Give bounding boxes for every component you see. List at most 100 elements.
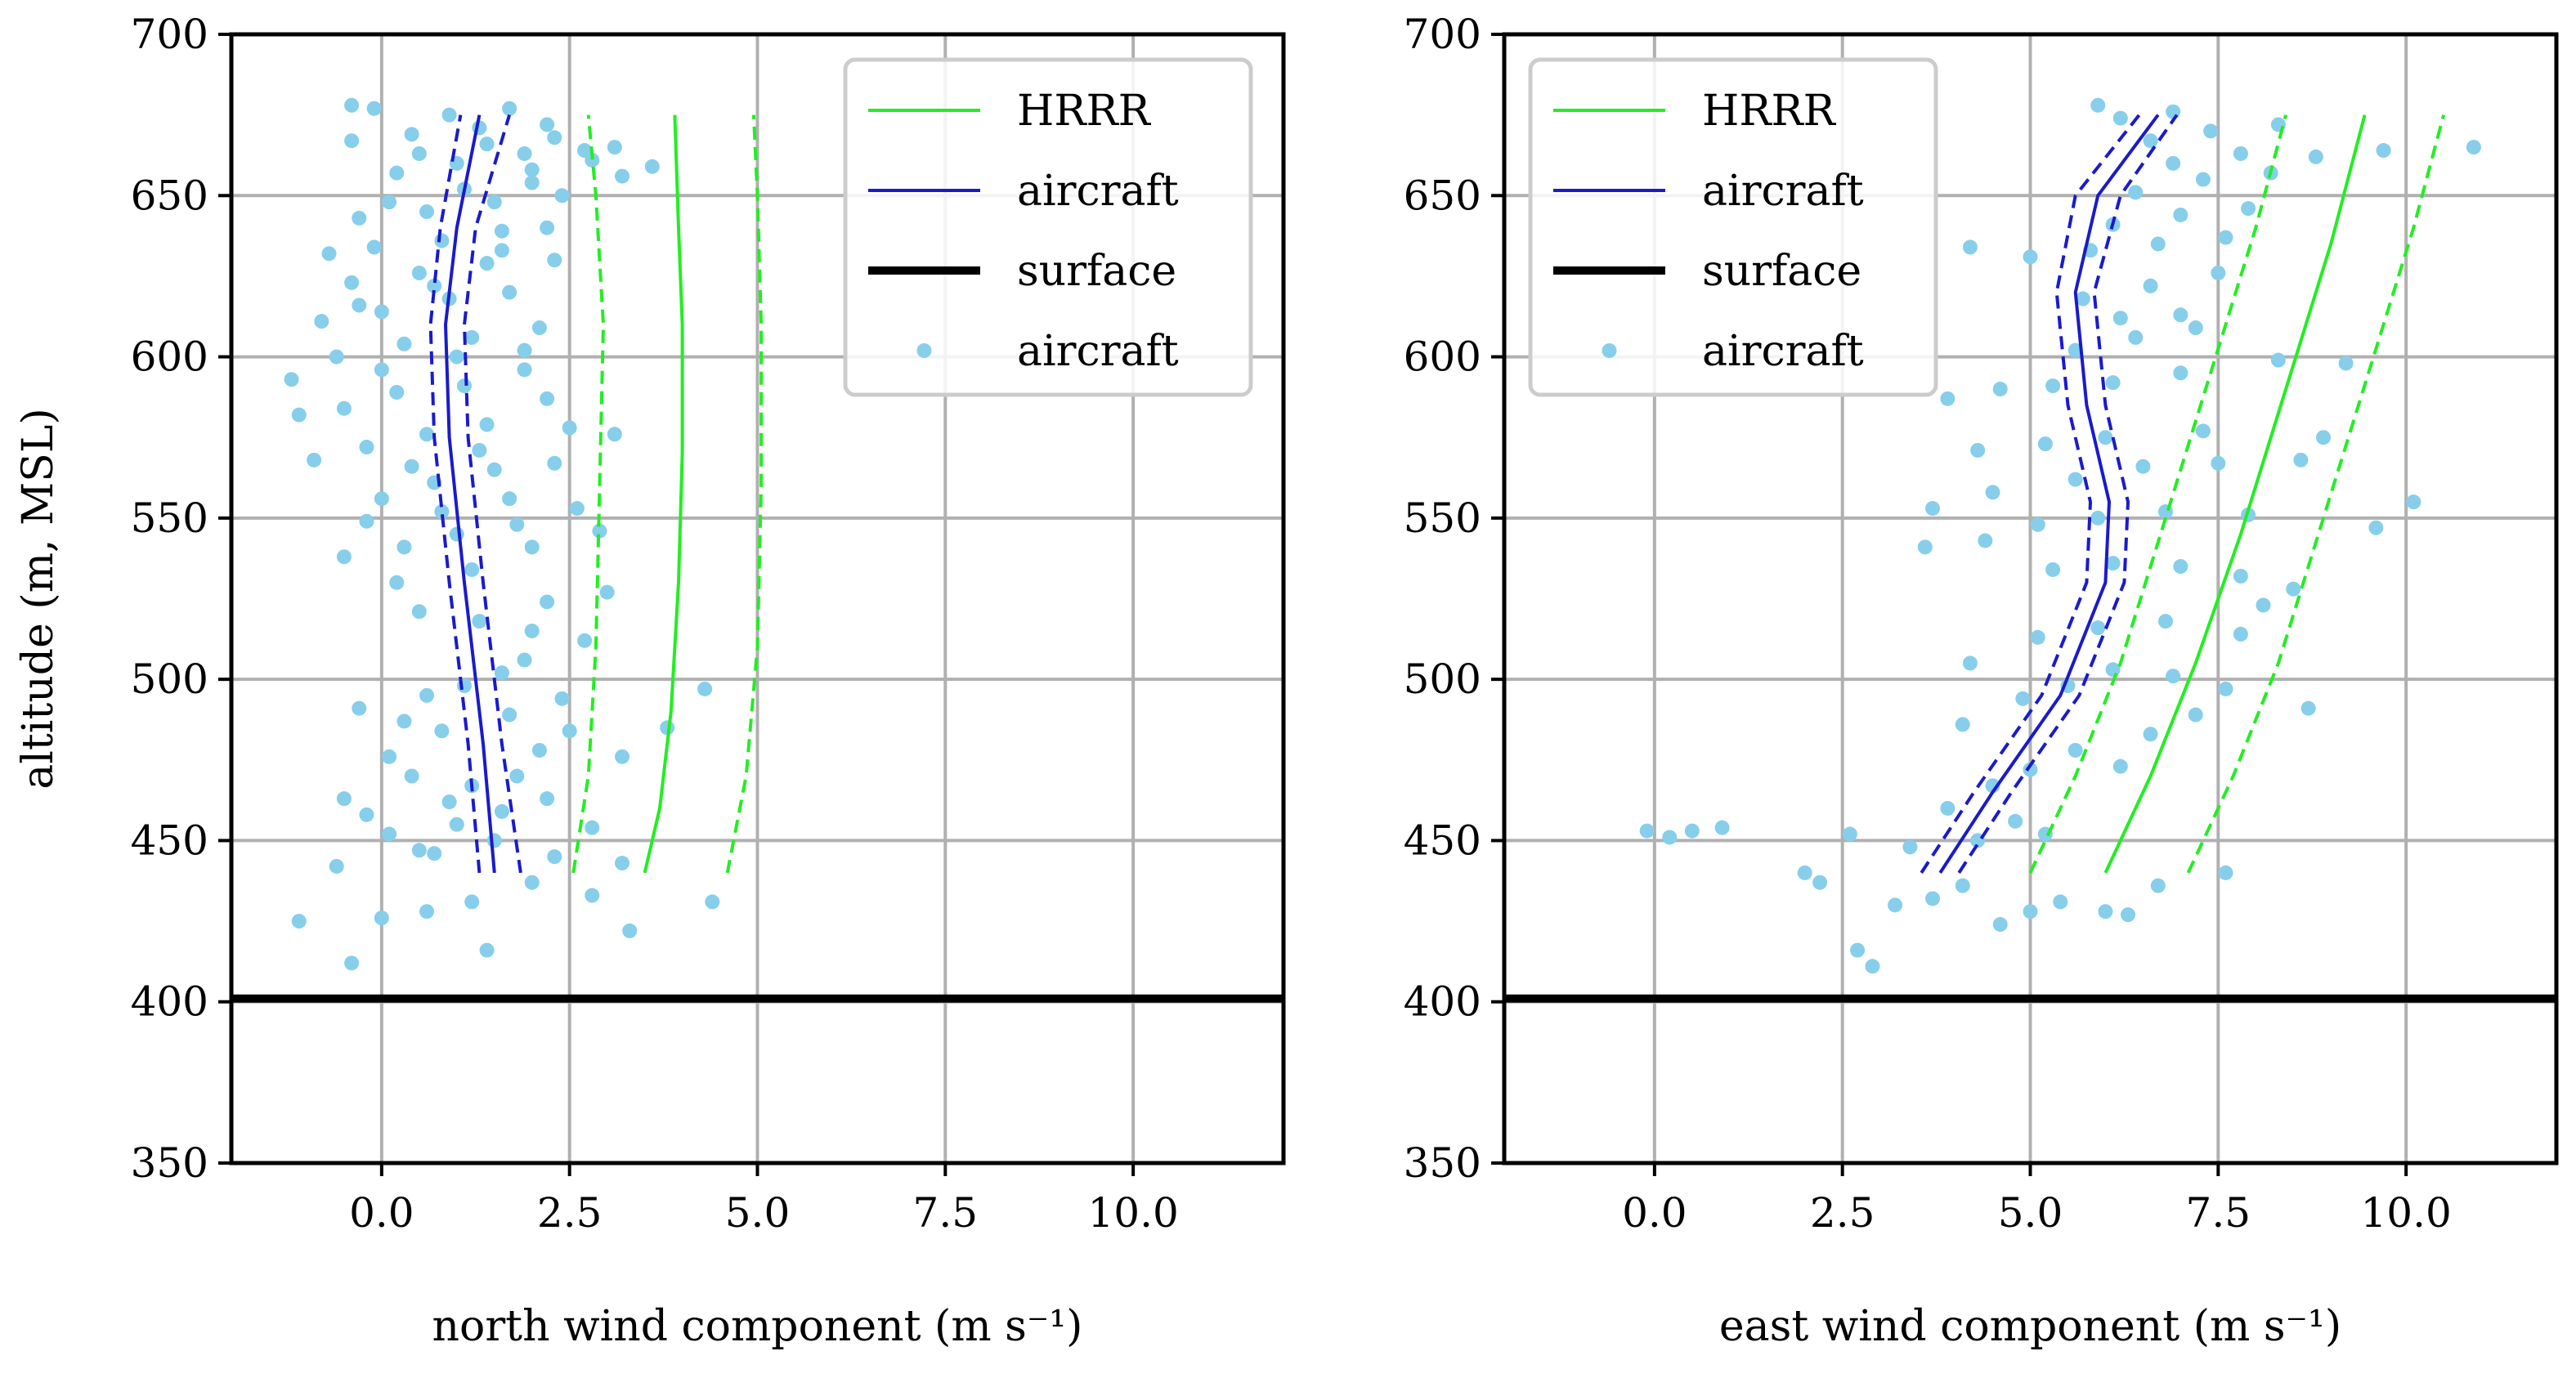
aircraft-point	[2098, 904, 2113, 919]
aircraft-point	[434, 233, 450, 248]
aircraft-point	[374, 362, 389, 378]
aircraft-point	[2143, 133, 2158, 149]
x-tick-label: 2.5	[537, 1189, 603, 1237]
aircraft-point	[547, 455, 562, 471]
aircraft-point	[366, 101, 382, 116]
aircraft-point	[2112, 110, 2128, 126]
aircraft-point	[2135, 459, 2151, 474]
y-tick-label: 450	[131, 817, 208, 864]
aircraft-point	[2173, 307, 2188, 323]
y-tick-label: 600	[1404, 333, 1481, 381]
aircraft-point	[2105, 662, 2121, 678]
aircraft-point	[502, 491, 517, 507]
aircraft-point	[479, 417, 495, 432]
aircraft-point	[615, 168, 630, 184]
aircraft-point	[366, 239, 382, 255]
legend: HRRR aircraft surface aircraft	[843, 57, 1253, 397]
aircraft-point	[540, 391, 555, 406]
aircraft-point	[2150, 878, 2166, 893]
aircraft-point	[607, 427, 622, 442]
aircraft-point	[540, 117, 555, 132]
aircraft-point	[411, 145, 427, 161]
aircraft-point	[419, 427, 435, 442]
aircraft-point	[1978, 533, 1993, 548]
aircraft-point	[336, 400, 352, 416]
aircraft-point	[2233, 568, 2248, 584]
x-axis-label: north wind component (m s⁻¹)	[432, 1302, 1083, 1351]
aircraft-point	[2256, 597, 2271, 613]
aircraft-point	[352, 210, 367, 226]
aircraft-point	[486, 833, 502, 848]
aircraft-point	[329, 349, 344, 365]
aircraft-point	[562, 723, 577, 739]
aircraft-point	[2075, 291, 2090, 306]
aircraft-point	[359, 513, 374, 529]
aircraft-point	[2173, 559, 2188, 575]
aircraft-point	[2128, 185, 2144, 200]
x-tick-label: 0.0	[1622, 1189, 1687, 1237]
aircraft-point	[2173, 365, 2188, 381]
legend-box	[843, 57, 1253, 397]
aircraft-point	[2030, 517, 2045, 532]
legend-label: aircraft	[1702, 167, 1864, 216]
aircraft-point	[2300, 700, 2316, 716]
aircraft-point	[1812, 875, 1828, 890]
aircraft-point	[2068, 472, 2083, 487]
aircraft-point	[321, 246, 337, 262]
hrrr-line-lower	[571, 114, 605, 874]
aircraft-point	[2098, 430, 2113, 445]
aircraft-point	[2166, 104, 2181, 119]
aircraft-point	[705, 894, 720, 910]
aircraft-point	[502, 101, 517, 116]
aircraft-point	[517, 342, 532, 358]
hrrr-line-lower	[2028, 114, 2288, 874]
aircraft-point	[382, 749, 397, 764]
aircraft-point	[1639, 823, 1655, 839]
aircraft-point	[517, 362, 532, 378]
aircraft-point	[352, 298, 367, 313]
aircraft-point	[427, 846, 442, 861]
y-tick-label: 700	[1404, 11, 1481, 58]
aircraft-point	[396, 714, 412, 729]
hrrr-line-mean	[2103, 114, 2367, 874]
aircraft-point	[585, 820, 600, 835]
y-axis-label: altitude (m, MSL)	[14, 408, 63, 789]
legend-label: HRRR	[1702, 87, 1837, 136]
aircraft-point	[569, 501, 585, 517]
y-tick-label: 650	[131, 172, 208, 219]
aircraft-point	[2316, 430, 2332, 445]
aircraft-point	[2030, 629, 2045, 645]
aircraft-point	[2090, 620, 2106, 636]
hrrr-line-upper	[725, 114, 764, 874]
aircraft-point	[479, 136, 495, 152]
aircraft-point	[2157, 614, 2173, 629]
legend-label: surface	[1702, 247, 1861, 296]
aircraft-point	[2376, 143, 2391, 159]
aircraft-line-mean	[444, 114, 496, 874]
y-tick-label: 350	[1404, 1139, 1481, 1187]
aircraft-point	[464, 561, 480, 577]
aircraft-point	[2090, 510, 2106, 526]
aircraft-point	[1714, 820, 1730, 835]
aircraft-point	[464, 329, 480, 345]
y-tick-label: 500	[1404, 655, 1481, 703]
aircraft-point	[2053, 894, 2068, 910]
aircraft-point	[449, 349, 464, 365]
aircraft-point	[607, 140, 622, 155]
aircraft-line-lower	[428, 114, 482, 874]
aircraft-point	[374, 491, 389, 507]
hrrr-line-mean	[643, 114, 684, 874]
legend-aircraft-point-swatch	[916, 343, 932, 358]
aircraft-point	[2188, 707, 2203, 723]
aircraft-point	[411, 843, 427, 858]
aircraft-point	[697, 681, 713, 696]
aircraft-point	[509, 768, 525, 784]
aircraft-point	[517, 652, 532, 668]
aircraft-point	[502, 707, 517, 723]
legend-label: aircraft	[1017, 327, 1179, 376]
aircraft-point	[1865, 959, 1880, 974]
aircraft-point	[389, 165, 405, 181]
y-tick-label: 650	[1404, 172, 1481, 219]
aircraft-point	[2112, 758, 2128, 774]
